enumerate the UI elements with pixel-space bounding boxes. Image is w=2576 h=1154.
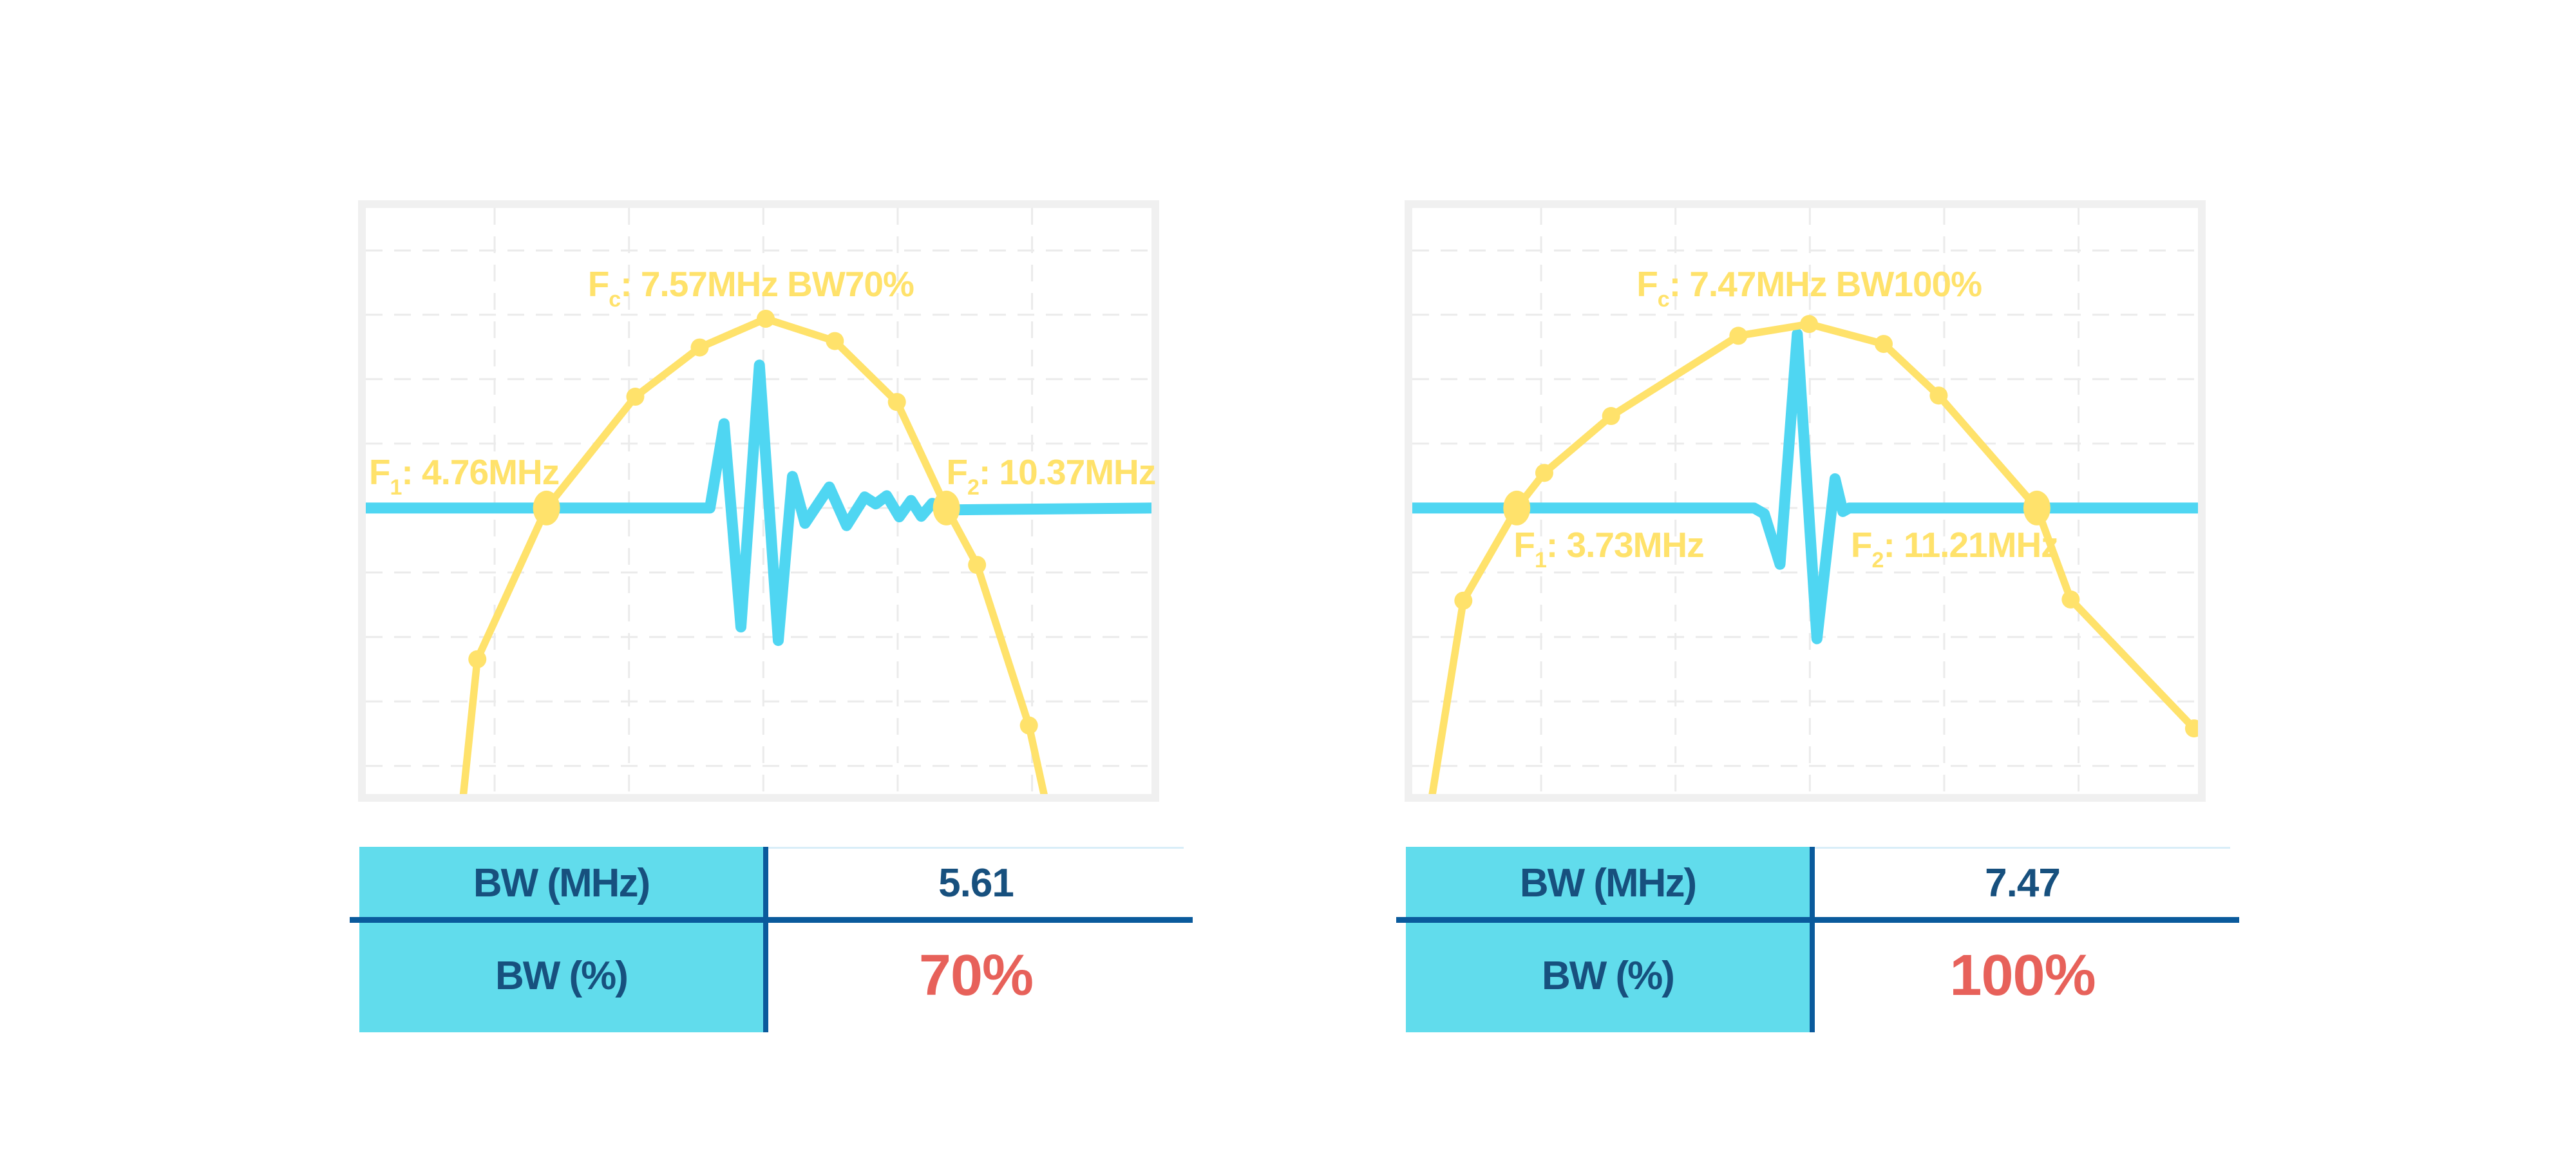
left-chart-panel: Fc: 7.57MHz BW70% F1: 4.76MHz F2: 10.37M… (358, 200, 1159, 802)
right-bw-table-value-column: 7.47 100% (1815, 847, 2230, 1032)
bw-mhz-value: 5.61 (938, 861, 1014, 905)
f1-symbol: F (368, 451, 391, 492)
fc-value-text: : 7.57MHz BW70% (620, 264, 914, 305)
left-bw-table: BW (MHz) BW (%) 5.61 70% (350, 847, 1193, 1032)
left-f1-annotation: F1: 4.76MHz (368, 451, 560, 498)
right-chart-plot-area: Fc: 7.47MHz BW100% F1: 3.73MHz F2: 11.21… (1412, 208, 2198, 794)
row-divider-line (350, 917, 1193, 923)
spectrum-data-point (826, 332, 844, 350)
right-pulse-spectrum-chart (1412, 208, 2198, 794)
spectrum-data-point (690, 338, 709, 357)
left-f2-annotation: F2: 10.37MHz (946, 451, 1156, 498)
bw-mhz-label-cell: BW (MHz) (473, 861, 650, 905)
bandwidth-crossing-point (2023, 490, 2050, 525)
fc-subscript: c (1657, 287, 1670, 312)
spectrum-data-point (1729, 326, 1748, 345)
spectrum-data-point (1019, 716, 1038, 735)
fc-symbol: F (587, 264, 610, 305)
f2-value-text: : 10.37MHz (978, 451, 1156, 492)
spectrum-data-point (626, 388, 645, 406)
spectrum-envelope-line (459, 315, 1048, 794)
right-f1-annotation: F1: 3.73MHz (1513, 524, 1705, 571)
fc-value-text: : 7.47MHz BW100% (1669, 264, 1982, 305)
spectrum-data-point (1602, 407, 1620, 426)
spectrum-data-point (1929, 386, 1948, 405)
left-chart-plot-area: Fc: 7.57MHz BW70% F1: 4.76MHz F2: 10.37M… (366, 208, 1156, 794)
spectrum-data-point (1454, 591, 1473, 610)
column-divider-line (763, 847, 768, 1032)
right-bw-table-header-column: BW (MHz) BW (%) (1406, 847, 1810, 1032)
fc-subscript: c (609, 287, 621, 312)
fc-symbol: F (1636, 264, 1658, 305)
spectrum-data-point (887, 393, 906, 411)
pulse-waveform-line (1412, 328, 2198, 645)
column-divider-line (1810, 847, 1815, 1032)
spectrum-data-point (1875, 335, 1893, 354)
bandwidth-crossing-point (933, 490, 960, 525)
spectrum-data-point (2184, 719, 2198, 738)
f2-symbol: F (946, 451, 968, 492)
right-chart-panel: Fc: 7.47MHz BW100% F1: 3.73MHz F2: 11.21… (1405, 200, 2206, 802)
spectrum-data-point (756, 309, 775, 328)
bw-mhz-value: 7.47 (1985, 861, 2061, 905)
bw-mhz-label-cell: BW (MHz) (1519, 861, 1697, 905)
f2-subscript: 2 (967, 475, 980, 500)
f1-value-text: : 4.76MHz (401, 451, 560, 492)
right-f2-annotation: F2: 11.21MHz (1850, 524, 2059, 571)
bw-pct-label-cell: BW (%) (1542, 954, 1675, 998)
f2-value-text: : 11.21MHz (1883, 525, 2058, 565)
bandwidth-crossing-point (533, 490, 560, 525)
bw-pct-label-cell: BW (%) (495, 954, 629, 998)
spectrum-data-point (968, 556, 987, 574)
f1-subscript: 1 (1535, 548, 1547, 573)
spectrum-data-point (1800, 315, 1819, 334)
value-column-top-line (1815, 847, 2230, 849)
bandwidth-crossing-point (1503, 490, 1531, 525)
left-pulse-spectrum-chart (366, 208, 1151, 794)
right-bw-table: BW (MHz) BW (%) 7.47 100% (1396, 847, 2239, 1032)
f2-subscript: 2 (1871, 548, 1884, 573)
row-divider-line (1396, 917, 2239, 923)
pulse-waveform-line (366, 359, 1151, 647)
spectrum-data-point (2061, 590, 2080, 609)
bw-pct-value: 70% (918, 943, 1034, 1008)
bw-pct-value: 100% (1949, 943, 2096, 1008)
spectrum-data-point (1535, 464, 1553, 482)
f1-symbol: F (1513, 525, 1535, 565)
spectrum-data-point (468, 650, 487, 668)
f2-symbol: F (1850, 525, 1873, 565)
f1-value-text: : 3.73MHz (1546, 525, 1705, 565)
value-column-top-line (768, 847, 1184, 849)
f1-subscript: 1 (390, 475, 402, 500)
left-fc-annotation: Fc: 7.57MHz BW70% (587, 263, 914, 310)
right-fc-annotation: Fc: 7.47MHz BW100% (1636, 263, 1982, 310)
left-bw-table-value-column: 5.61 70% (768, 847, 1184, 1032)
left-bw-table-header-column: BW (MHz) BW (%) (359, 847, 763, 1032)
